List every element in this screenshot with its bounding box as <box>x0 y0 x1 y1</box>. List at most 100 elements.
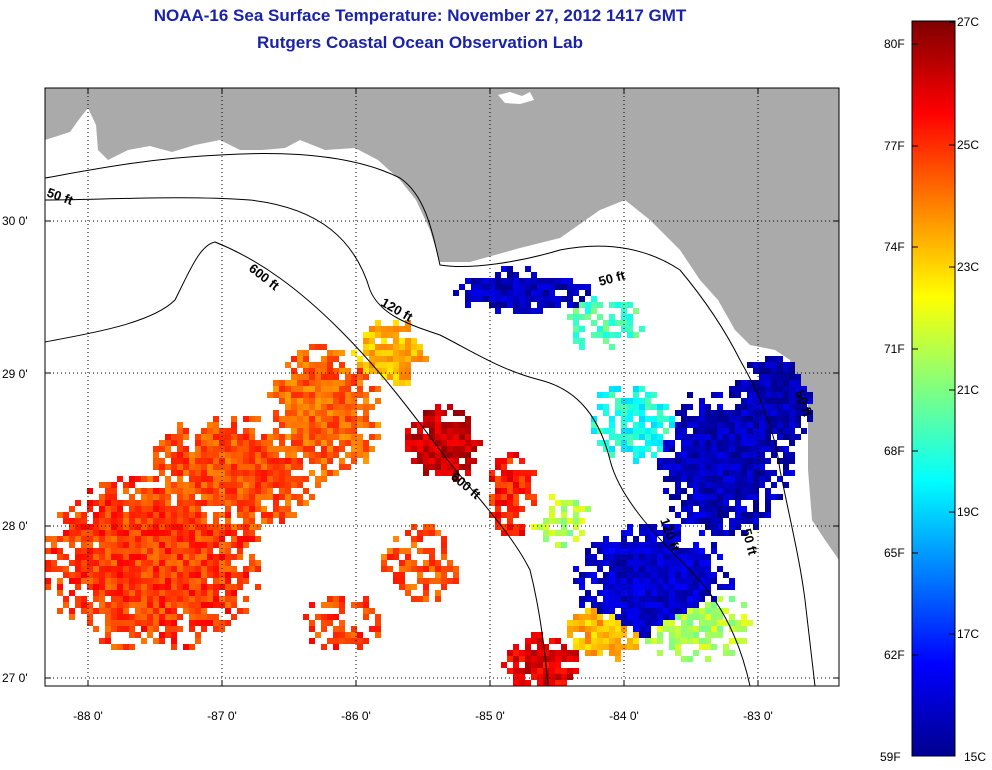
sst-pixel <box>753 482 759 488</box>
sst-pixel <box>789 422 795 428</box>
sst-pixel <box>615 386 621 392</box>
sst-pixel <box>681 614 687 620</box>
sst-pixel <box>711 620 717 626</box>
sst-pixel <box>315 422 321 428</box>
sst-pixel <box>513 500 519 506</box>
sst-pixel <box>327 404 333 410</box>
sst-pixel <box>753 362 759 368</box>
sst-pixel <box>381 344 387 350</box>
sst-pixel <box>741 476 747 482</box>
sst-pixel <box>57 584 63 590</box>
sst-pixel <box>681 404 687 410</box>
sst-pixel <box>261 494 267 500</box>
sst-pixel <box>141 596 147 602</box>
sst-pixel <box>705 560 711 566</box>
sst-pixel <box>207 470 213 476</box>
sst-pixel <box>609 344 615 350</box>
sst-pixel <box>399 572 405 578</box>
sst-pixel <box>405 560 411 566</box>
sst-pixel <box>153 596 159 602</box>
sst-pixel <box>633 422 639 428</box>
sst-pixel <box>171 530 177 536</box>
sst-pixel <box>213 596 219 602</box>
sst-pixel <box>603 626 609 632</box>
sst-pixel <box>129 590 135 596</box>
sst-pixel <box>363 614 369 620</box>
sst-pixel <box>639 398 645 404</box>
sst-pixel <box>507 452 513 458</box>
sst-pixel <box>573 308 579 314</box>
sst-pixel <box>219 488 225 494</box>
sst-pixel <box>669 620 675 626</box>
sst-pixel <box>339 608 345 614</box>
sst-pixel <box>603 554 609 560</box>
sst-pixel <box>507 500 513 506</box>
sst-pixel <box>279 470 285 476</box>
sst-pixel <box>423 584 429 590</box>
sst-pixel <box>117 506 123 512</box>
sst-pixel <box>231 482 237 488</box>
sst-pixel <box>201 458 207 464</box>
sst-pixel <box>579 344 585 350</box>
sst-pixel <box>567 284 573 290</box>
sst-pixel <box>579 518 585 524</box>
sst-pixel <box>753 440 759 446</box>
sst-pixel <box>225 446 231 452</box>
sst-pixel <box>711 488 717 494</box>
sst-pixel <box>429 452 435 458</box>
sst-pixel <box>729 518 735 524</box>
sst-pixel <box>81 536 87 542</box>
sst-pixel <box>699 452 705 458</box>
sst-pixel <box>51 542 57 548</box>
sst-pixel <box>759 452 765 458</box>
sst-pixel <box>261 434 267 440</box>
sst-pixel <box>381 368 387 374</box>
sst-pixel <box>621 320 627 326</box>
sst-pixel <box>753 506 759 512</box>
sst-pixel <box>231 416 237 422</box>
sst-pixel <box>573 326 579 332</box>
sst-pixel <box>339 380 345 386</box>
sst-pixel <box>693 542 699 548</box>
sst-pixel <box>429 446 435 452</box>
sst-pixel <box>561 650 567 656</box>
sst-pixel <box>117 560 123 566</box>
sst-pixel <box>183 506 189 512</box>
sst-pixel <box>675 596 681 602</box>
sst-pixel <box>645 416 651 422</box>
sst-pixel <box>441 464 447 470</box>
sst-pixel <box>549 662 555 668</box>
sst-pixel <box>231 542 237 548</box>
sst-pixel <box>411 560 417 566</box>
sst-pixel <box>105 614 111 620</box>
sst-pixel <box>231 530 237 536</box>
sst-pixel <box>729 440 735 446</box>
sst-pixel <box>561 524 567 530</box>
sst-pixel <box>453 440 459 446</box>
sst-pixel <box>657 566 663 572</box>
sst-pixel <box>777 410 783 416</box>
sst-pixel <box>207 476 213 482</box>
sst-pixel <box>159 518 165 524</box>
sst-pixel <box>585 632 591 638</box>
sst-pixel <box>591 542 597 548</box>
sst-pixel <box>723 464 729 470</box>
sst-pixel <box>213 530 219 536</box>
sst-pixel <box>771 452 777 458</box>
sst-pixel <box>135 572 141 578</box>
sst-pixel <box>405 338 411 344</box>
sst-pixel <box>345 434 351 440</box>
sst-pixel <box>789 404 795 410</box>
sst-pixel <box>141 518 147 524</box>
sst-pixel <box>285 392 291 398</box>
colorbar-gradient <box>911 20 956 757</box>
sst-pixel <box>387 344 393 350</box>
sst-pixel <box>309 626 315 632</box>
sst-pixel <box>189 590 195 596</box>
sst-pixel <box>693 452 699 458</box>
sst-pixel <box>405 446 411 452</box>
sst-pixel <box>627 596 633 602</box>
sst-pixel <box>177 476 183 482</box>
sst-pixel <box>519 302 525 308</box>
sst-pixel <box>111 584 117 590</box>
